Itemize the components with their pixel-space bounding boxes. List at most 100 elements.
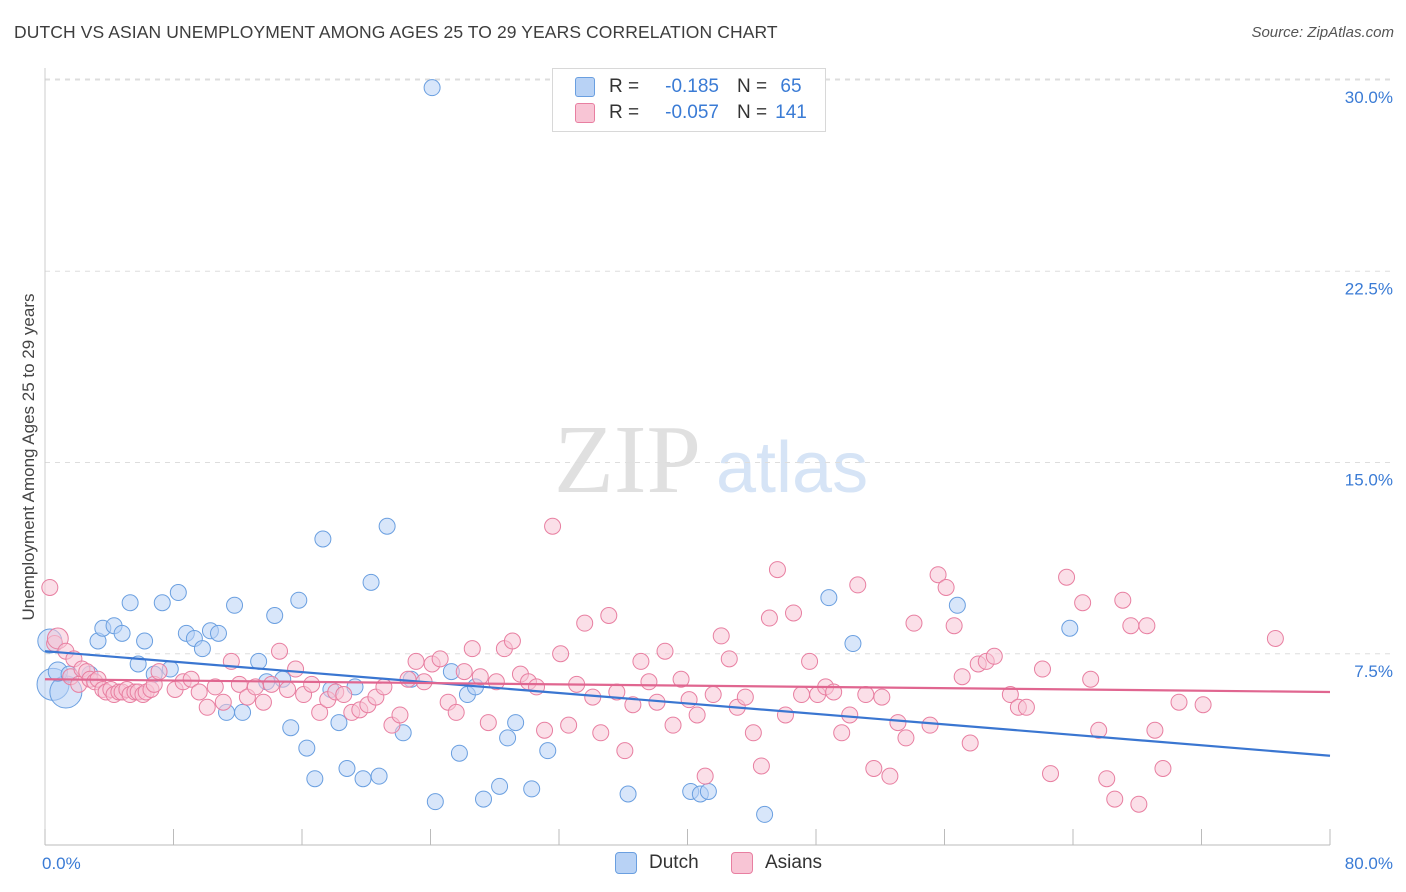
legend-label-asians: Asians xyxy=(765,852,823,873)
watermark-atlas: atlas xyxy=(716,428,868,508)
dutch-point xyxy=(756,805,774,823)
legend-item-dutch[interactable]: Dutch xyxy=(615,852,699,874)
asians-point xyxy=(889,714,907,732)
asians-point xyxy=(881,767,899,785)
asians-point xyxy=(801,652,819,670)
asians-point xyxy=(696,767,714,785)
asians-point xyxy=(704,686,722,704)
asians-point xyxy=(833,724,851,742)
n-value: 141 xyxy=(775,102,807,123)
dutch-point xyxy=(699,782,717,800)
asians-point xyxy=(905,614,923,632)
gridlines xyxy=(45,78,1392,655)
asians-point xyxy=(985,647,1003,665)
y-axis-label: Unemployment Among Ages 25 to 29 years xyxy=(19,294,38,621)
asians-point xyxy=(455,663,473,681)
tick-labels: 7.5% 15.0% 22.5% 30.0% 0.0% 80.0% xyxy=(42,88,1393,873)
asians-point xyxy=(921,716,939,734)
asians-point xyxy=(254,693,272,711)
dutch-point xyxy=(298,739,316,757)
asians-point xyxy=(1042,765,1060,783)
legend-label-dutch: Dutch xyxy=(649,852,699,873)
asians-point xyxy=(1098,770,1116,788)
dutch-point xyxy=(338,760,356,777)
asians-point xyxy=(1194,696,1212,714)
x-tick-label-max: 80.0% xyxy=(1345,854,1393,873)
asians-point xyxy=(600,607,618,624)
dutch-point xyxy=(844,635,862,653)
asians-point xyxy=(1130,795,1148,813)
asians-point xyxy=(479,714,497,732)
asians-point xyxy=(680,691,698,709)
asians-point xyxy=(1122,617,1140,635)
asians-point xyxy=(375,678,393,696)
dutch-point xyxy=(250,652,268,670)
asians-point xyxy=(688,706,706,724)
y-tick-label: 7.5% xyxy=(1354,662,1393,681)
asians-point xyxy=(262,675,280,693)
asians-point xyxy=(311,703,329,721)
asians-point xyxy=(760,609,778,627)
asians-point xyxy=(214,693,232,711)
y-tick-label: 22.5% xyxy=(1345,279,1393,298)
asians-point xyxy=(793,686,811,704)
asians-point xyxy=(624,696,642,714)
dutch-point xyxy=(378,517,396,535)
asians-point xyxy=(640,673,658,691)
asians-point xyxy=(1074,594,1092,612)
asians-point xyxy=(1154,760,1172,777)
legend-item-asians[interactable]: Asians xyxy=(731,852,822,874)
asians-point xyxy=(303,675,321,693)
n-label: N = xyxy=(737,102,768,123)
asians-point xyxy=(190,683,208,701)
asians-point xyxy=(206,678,224,696)
asians-point xyxy=(961,734,979,752)
dutch-point xyxy=(1061,619,1079,637)
dutch-point xyxy=(169,584,187,602)
asians-point xyxy=(287,660,305,678)
dutch-point xyxy=(136,632,154,650)
asians-point xyxy=(431,650,449,668)
asians-point xyxy=(929,566,947,584)
asians-point xyxy=(752,757,770,775)
asians-point xyxy=(503,632,521,650)
dutch-point xyxy=(314,530,332,548)
asians-point xyxy=(616,742,634,760)
n-value: 65 xyxy=(780,76,802,97)
dutch-legend-swatch xyxy=(615,852,637,874)
asians-point xyxy=(1001,686,1019,704)
asians-point xyxy=(841,706,859,724)
dutch-point xyxy=(450,744,468,762)
asians-point xyxy=(463,640,481,658)
asians-point xyxy=(1146,721,1164,739)
asians-point xyxy=(1266,629,1284,647)
asians-point xyxy=(271,642,289,660)
asians-point xyxy=(279,680,297,698)
asians-point xyxy=(744,724,762,742)
dutch-point xyxy=(306,770,324,788)
asians-point xyxy=(720,650,738,668)
dutch-point xyxy=(234,703,252,721)
dutch-point xyxy=(475,790,493,808)
stats-row-dutch: R = -0.185 N = 65 xyxy=(575,74,811,100)
dutch-trend-line xyxy=(44,650,1331,757)
asians-point xyxy=(865,760,883,777)
dutch-point xyxy=(539,742,557,760)
asians-point xyxy=(776,706,794,724)
asians-point xyxy=(953,668,971,686)
series-legend: Dutch Asians xyxy=(0,852,1406,878)
asians-point xyxy=(560,716,578,734)
asians-point xyxy=(576,614,594,632)
asians-point xyxy=(1106,790,1124,808)
watermark: ZIP atlas xyxy=(554,406,868,514)
asians-point xyxy=(937,578,955,596)
asians-point xyxy=(656,642,674,660)
stats-legend: R = -0.185 N = 65 R = -0.057 N = 141 xyxy=(552,68,826,132)
dutch-point xyxy=(491,777,509,795)
asians-point xyxy=(407,652,425,670)
dutch-point xyxy=(523,780,541,798)
chart-title: DUTCH VS ASIAN UNEMPLOYMENT AMONG AGES 2… xyxy=(14,22,778,42)
asians-point xyxy=(1058,568,1076,586)
dutch-point xyxy=(266,607,284,624)
r-label: R = xyxy=(609,76,640,97)
